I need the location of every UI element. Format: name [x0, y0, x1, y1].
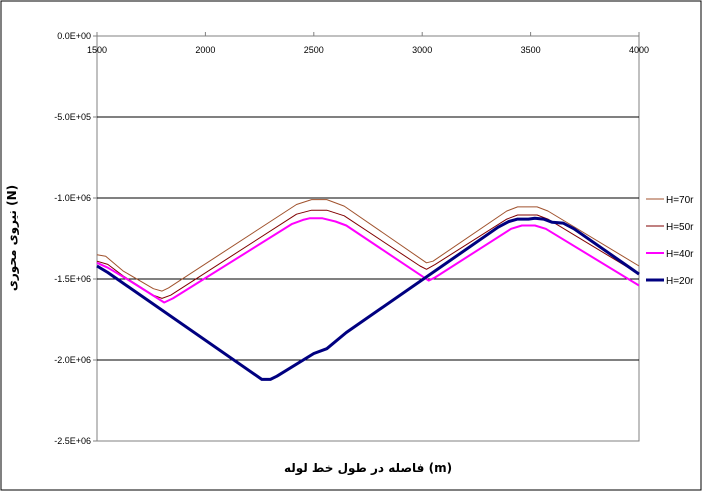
y-tick-labels: 0.0E+00 -5.0E+05 -1.0E+06 -1.5E+06 -2.0E+06 -… [54, 31, 97, 446]
series-line-h-70r [96, 199, 640, 292]
y-tick-label: 0.0E+00 [57, 31, 91, 41]
x-axis-title: فاصله در طول خط لوله (m) [284, 461, 452, 476]
legend-label: H=70r [666, 195, 694, 206]
series-line-h-20r [96, 216, 640, 381]
x-tick-labels: 1500 2000 2500 3000 3500 4000 [87, 32, 649, 55]
x-tick-label: 1500 [87, 45, 107, 55]
x-tick-label: 3500 [521, 45, 541, 55]
x-tick-label: 4000 [629, 45, 649, 55]
series-line-h-40r [96, 217, 640, 304]
legend: H=70r H=50r H=40r H=20r [646, 195, 694, 287]
y-axis-title: نیروی محوری (N) [5, 185, 20, 291]
legend-label: H=40r [666, 249, 694, 260]
y-tick-label: -2.0E+06 [54, 355, 91, 365]
gridlines [97, 116, 639, 361]
plot-area [96, 35, 640, 442]
y-tick-label: -5.0E+05 [54, 112, 91, 122]
x-tick-label: 2500 [304, 45, 324, 55]
legend-label: H=50r [666, 222, 694, 233]
x-tick-label: 3000 [412, 45, 432, 55]
y-tick-label: -1.5E+06 [54, 274, 91, 284]
y-tick-label: -1.0E+06 [54, 193, 91, 203]
x-tick-label: 2000 [195, 45, 215, 55]
series-lines [96, 199, 640, 381]
legend-label: H=20r [666, 276, 694, 287]
y-tick-label: -2.5E+06 [54, 436, 91, 446]
